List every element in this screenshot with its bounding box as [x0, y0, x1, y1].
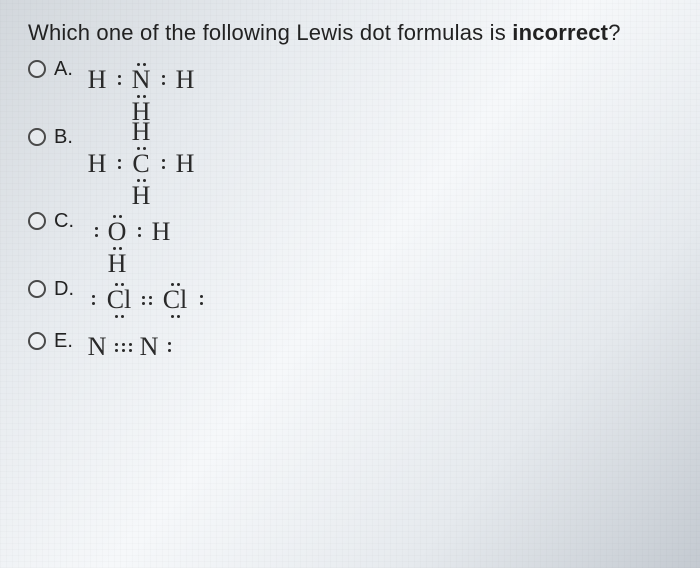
option-C-letter: C. [54, 210, 82, 233]
atom-H: H [176, 151, 195, 177]
question-text: Which one of the following Lewis dot for… [28, 20, 682, 46]
option-D[interactable]: D. Cl Cl [28, 276, 682, 324]
bond-pair-icon [138, 227, 141, 237]
atom-N: N [132, 67, 151, 93]
option-C[interactable]: C. O H H [28, 208, 682, 272]
lewis-D: Cl Cl [84, 276, 210, 324]
lewis-B: H H C H H [84, 124, 198, 204]
bond-pair-icon [162, 75, 165, 85]
option-E-letter: E. [54, 330, 82, 353]
atom-N: N [88, 334, 107, 360]
option-A[interactable]: A. H N H H [28, 56, 682, 120]
option-E-formula: N N [84, 334, 176, 360]
atom-H: H [132, 183, 151, 209]
option-D-formula: Cl Cl [84, 276, 210, 324]
question-prefix: Which one of the following Lewis dot for… [28, 20, 512, 45]
radio-B[interactable] [28, 128, 46, 146]
lewis-C: O H H [88, 208, 174, 272]
bond-pair-icon [162, 159, 165, 169]
question-emphasis: incorrect [512, 20, 608, 45]
bond-pair-icon [118, 159, 121, 169]
option-D-letter: D. [54, 278, 82, 301]
option-A-formula: H N H H [84, 56, 198, 120]
lewis-A: H N H H [84, 56, 198, 120]
radio-A[interactable] [28, 60, 46, 78]
lone-pair-icon [115, 315, 124, 318]
atom-C: C [132, 151, 149, 177]
option-E[interactable]: E. N N [28, 328, 682, 360]
atom-O: O [108, 219, 127, 245]
option-B-letter: B. [54, 126, 82, 149]
option-B-formula: H H C H H [84, 124, 198, 204]
options-list: A. H N H H [28, 56, 682, 360]
lone-pair-icon [92, 295, 95, 305]
double-bond-icon [142, 296, 152, 305]
option-B[interactable]: B. H H C H H [28, 124, 682, 204]
radio-C[interactable] [28, 212, 46, 230]
atom-N: N [140, 334, 159, 360]
lone-pair-icon [168, 342, 171, 352]
lone-pair-icon [171, 315, 180, 318]
atom-H: H [152, 219, 171, 245]
atom-H: H [88, 67, 107, 93]
atom-Cl: Cl [163, 287, 188, 313]
atom-Cl: Cl [107, 287, 132, 313]
triple-bond-icon [115, 343, 132, 352]
option-C-formula: O H H [88, 208, 174, 272]
radio-D[interactable] [28, 280, 46, 298]
question-suffix: ? [608, 20, 620, 45]
atom-H: H [88, 151, 107, 177]
bond-pair-icon [118, 75, 121, 85]
atom-H: H [108, 251, 127, 277]
question-card: Which one of the following Lewis dot for… [0, 0, 700, 568]
lone-pair-icon [200, 295, 203, 305]
radio-E[interactable] [28, 332, 46, 350]
lewis-E: N N [84, 334, 176, 360]
atom-H: H [132, 119, 151, 145]
lone-pair-icon [95, 227, 98, 237]
atom-H: H [176, 67, 195, 93]
option-A-letter: A. [54, 58, 82, 81]
